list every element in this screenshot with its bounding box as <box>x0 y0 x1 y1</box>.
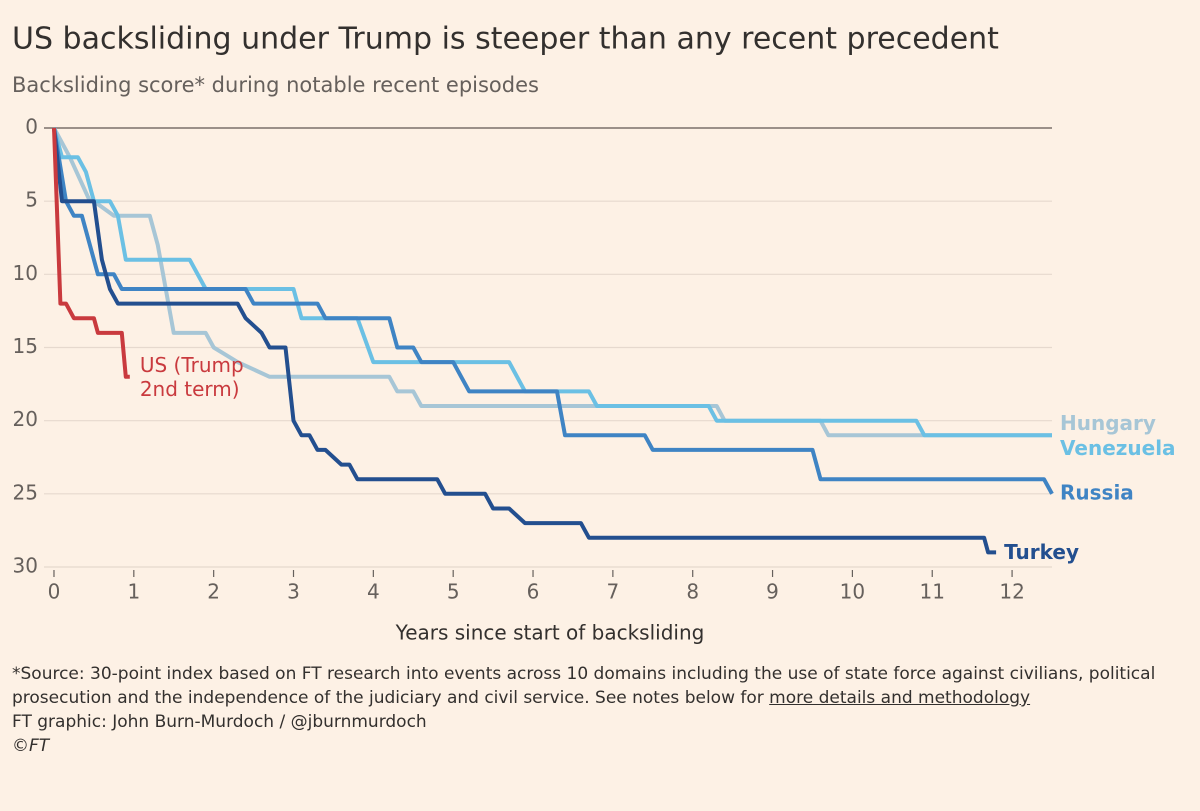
y-tick-label: 10 <box>13 261 38 285</box>
x-tick-label: 12 <box>999 580 1024 604</box>
series-line <box>52 127 1052 438</box>
x-tick-label: 9 <box>766 580 779 604</box>
series-label: US (Trump 2nd term) <box>139 352 244 401</box>
x-tick-label: 10 <box>840 580 865 604</box>
credit: FT graphic: John Burn-Murdoch / @jburnmu… <box>12 712 427 732</box>
x-tick-label: 4 <box>367 580 380 604</box>
x-axis-title: Years since start of backsliding <box>395 621 705 645</box>
series-label: Venezuela <box>1060 436 1176 460</box>
y-tick-label: 20 <box>13 407 38 431</box>
series-line <box>52 127 1052 438</box>
y-tick-label: 5 <box>25 188 38 212</box>
footnote: *Source: 30-point index based on FT rese… <box>12 662 1162 758</box>
x-tick-label: 3 <box>287 580 300 604</box>
x-tick-label: 7 <box>607 580 620 604</box>
y-tick-label: 30 <box>13 554 38 578</box>
series-line <box>52 127 1054 495</box>
methodology-link[interactable]: more details and methodology <box>769 688 1031 708</box>
x-tick-label: 5 <box>447 580 460 604</box>
y-tick-label: 25 <box>13 480 38 504</box>
note-text: *Source: 30-point index based on FT rese… <box>12 664 1156 708</box>
x-tick-label: 2 <box>207 580 220 604</box>
y-tick-label: 0 <box>25 115 38 139</box>
chart: US backsliding under Trump is steeper th… <box>12 22 1176 645</box>
y-tick-label: 15 <box>13 334 38 358</box>
x-tick-label: 6 <box>527 580 540 604</box>
series-line <box>52 127 997 555</box>
x-tick-label: 1 <box>127 580 140 604</box>
source-note: *Source: 30-point index based on FT rese… <box>12 662 1162 710</box>
x-tick-label: 8 <box>686 580 699 604</box>
series-label: Turkey <box>1004 540 1079 564</box>
copyright: ©FT <box>12 736 50 756</box>
series-label: Hungary <box>1060 411 1156 435</box>
x-tick-label: 0 <box>48 580 61 604</box>
series-label: Russia <box>1060 480 1134 504</box>
series-line <box>52 127 130 379</box>
chart-title: US backsliding under Trump is steeper th… <box>12 22 999 57</box>
chart-subtitle: Backsliding score* during notable recent… <box>12 73 539 97</box>
x-tick-label: 11 <box>920 580 945 604</box>
